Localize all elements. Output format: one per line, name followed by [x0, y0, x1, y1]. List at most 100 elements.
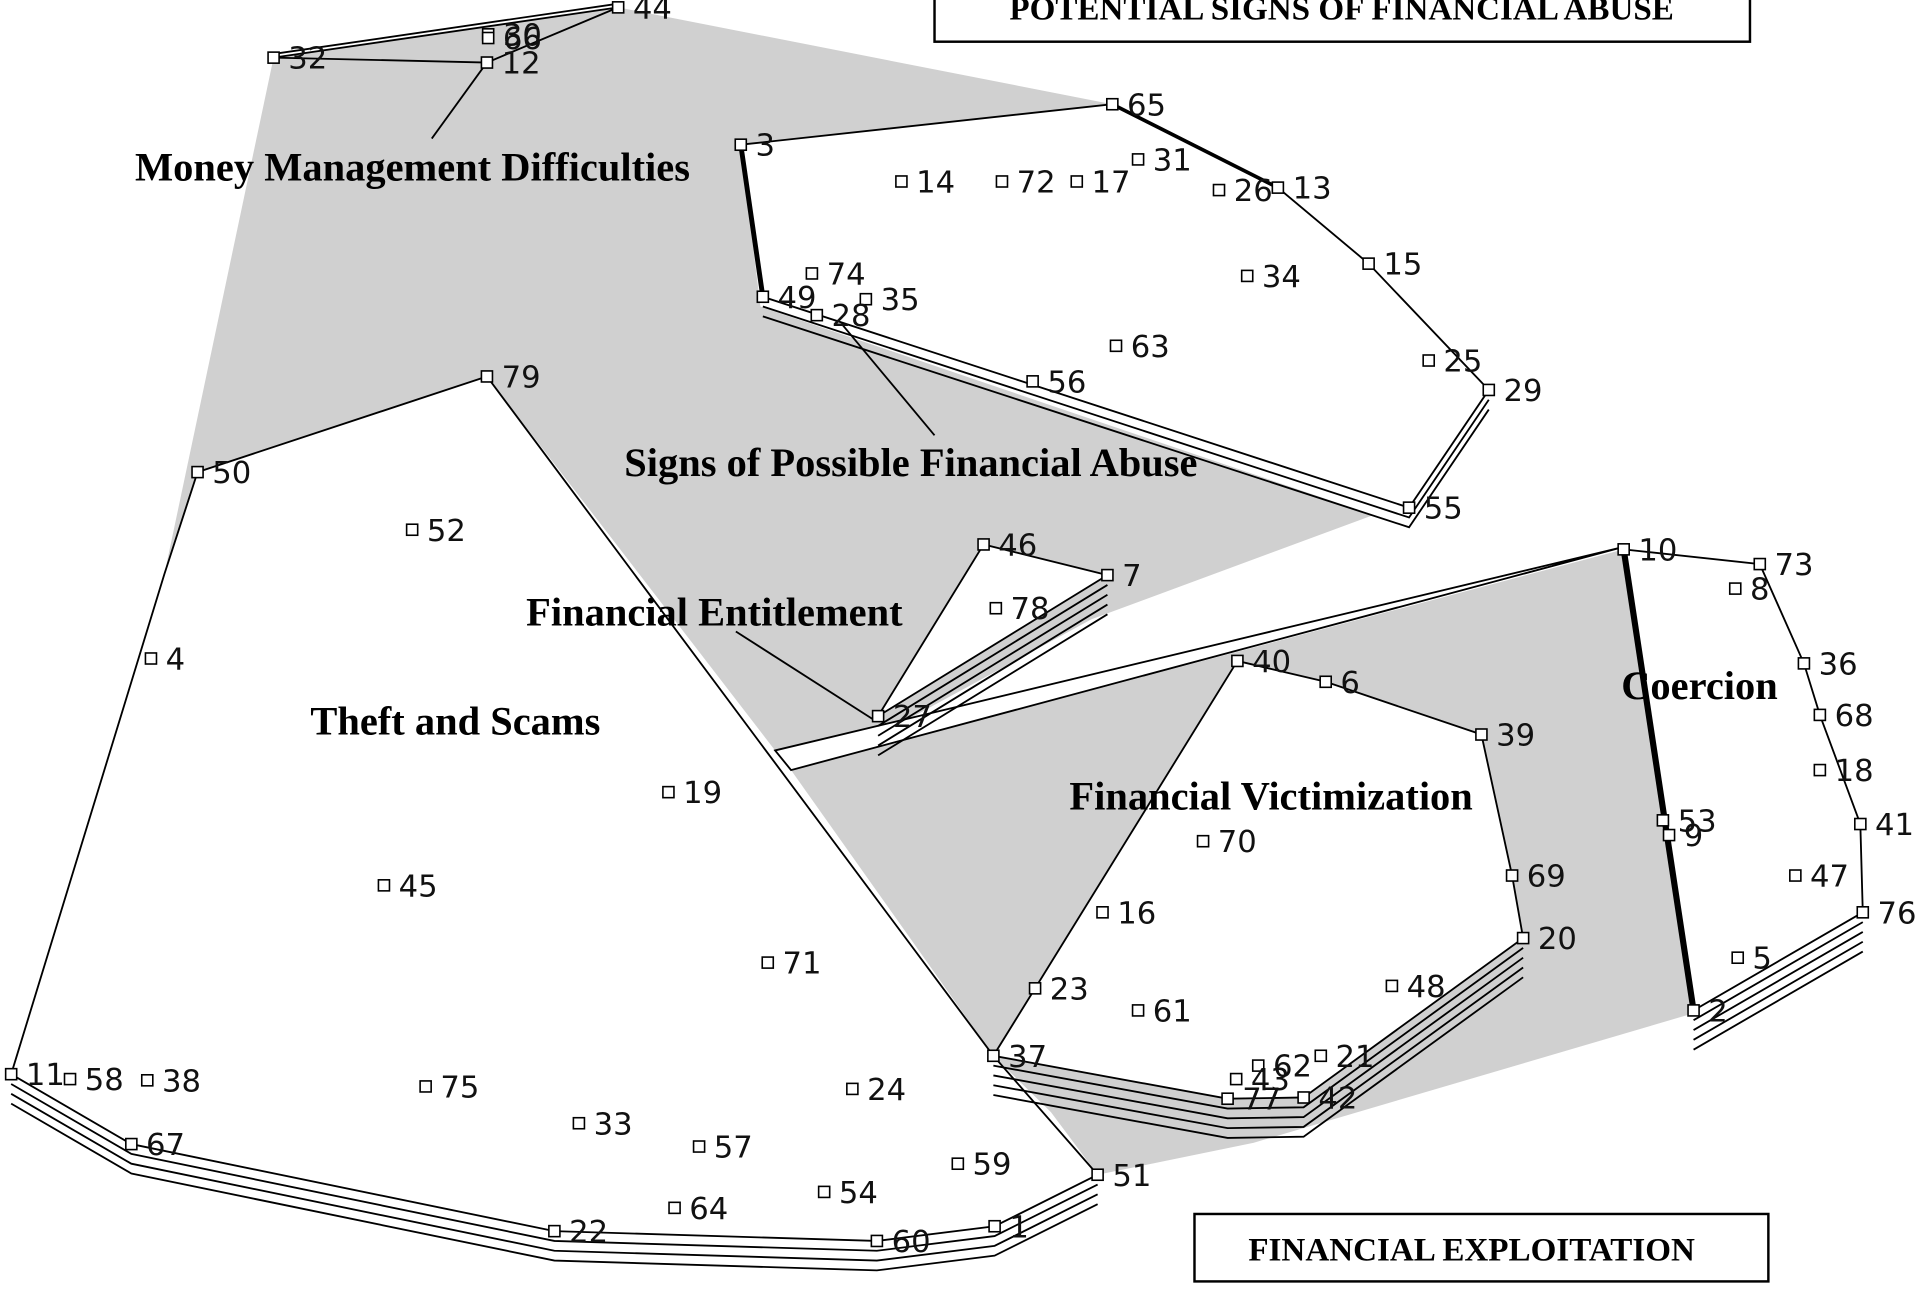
box-title: FINANCIAL EXPLOITATION [1248, 1233, 1695, 1269]
point-marker [377, 879, 391, 892]
point-label: 63 [1131, 330, 1170, 365]
point-label: 49 [778, 281, 817, 316]
point-label: 76 [1877, 896, 1916, 931]
point-marker [144, 652, 158, 665]
point-marker [480, 370, 494, 383]
signs-edge [738, 144, 766, 298]
point-label: 44 [633, 0, 672, 26]
point-label: 65 [1127, 88, 1166, 123]
point-label: 73 [1774, 548, 1813, 583]
point-label: 56 [1047, 365, 1086, 400]
point-marker [1516, 931, 1530, 945]
point-marker [989, 601, 1003, 615]
point-marker [817, 1185, 831, 1199]
point-label: 47 [1810, 860, 1849, 895]
point-marker [125, 1137, 138, 1151]
stack [1693, 950, 1864, 1051]
stack [10, 1083, 1099, 1252]
point-marker [1091, 1168, 1104, 1182]
point-label: 66 [503, 22, 542, 57]
point-marker [1297, 1091, 1310, 1104]
point-label: 59 [973, 1148, 1012, 1183]
point-marker [1131, 1004, 1145, 1017]
point-label: 8 [1750, 573, 1770, 608]
point-marker [1231, 654, 1244, 668]
point-label: 50 [212, 456, 251, 491]
point-marker [1856, 906, 1870, 919]
point-label: 39 [1496, 719, 1535, 754]
point-label: 67 [146, 1128, 185, 1163]
point-label: 36 [1819, 647, 1858, 682]
point-marker [63, 1072, 77, 1086]
stack [877, 613, 1108, 757]
point-marker [1617, 543, 1630, 556]
point-label: 11 [26, 1058, 65, 1093]
point-marker [846, 1082, 859, 1096]
stack [877, 593, 1108, 737]
point-marker [1101, 568, 1114, 582]
point-label: 51 [1112, 1159, 1151, 1194]
point-label: 20 [1538, 922, 1577, 957]
point-marker [1096, 906, 1109, 919]
point-marker [668, 1201, 681, 1215]
point-label: 10 [1638, 533, 1677, 568]
stack [993, 976, 1524, 1139]
point-label: 29 [1503, 374, 1542, 409]
point-label: 60 [892, 1225, 931, 1260]
leader-line [431, 66, 485, 140]
point-label: 14 [916, 166, 955, 201]
point-marker [1505, 869, 1519, 882]
point-label: 17 [1091, 166, 1130, 201]
point-label: 41 [1875, 808, 1914, 843]
stack [1693, 940, 1864, 1041]
point-marker [1229, 1072, 1243, 1086]
point-marker [977, 538, 990, 551]
point-label: 18 [1835, 754, 1874, 789]
box-frame [933, 0, 1752, 43]
point-label: 28 [832, 299, 871, 334]
point-marker [1271, 181, 1285, 194]
box-frame [1193, 1212, 1770, 1283]
point-marker [1070, 175, 1084, 188]
point-label: 38 [162, 1064, 201, 1099]
point-label: 34 [1262, 260, 1301, 295]
point-marker [1728, 582, 1742, 595]
point-label: 21 [1336, 1040, 1375, 1075]
cluster-label: Financial Victimization [1069, 773, 1472, 818]
point-label: 68 [1835, 699, 1874, 734]
point-label: 2 [1708, 994, 1728, 1029]
stack [993, 947, 1524, 1110]
point-marker [805, 267, 819, 280]
box-title: POTENTIAL SIGNS OF FINANCIAL ABUSE [1009, 0, 1673, 28]
point-label: 35 [881, 283, 920, 318]
point-label: 62 [1273, 1050, 1312, 1085]
point-marker [1797, 657, 1811, 670]
point-marker [548, 1224, 561, 1238]
point-label: 58 [85, 1063, 124, 1098]
point-marker [405, 523, 419, 537]
point-marker [1026, 375, 1039, 388]
point-marker [481, 31, 495, 45]
point-label: 6 [1340, 666, 1360, 701]
point-label: 1 [1009, 1210, 1029, 1245]
point-label: 9 [1684, 819, 1704, 854]
point-marker [951, 1157, 965, 1171]
point-marker [1314, 1049, 1328, 1063]
point-marker [1028, 982, 1042, 995]
point-label: 16 [1117, 896, 1156, 931]
stack [762, 315, 1490, 529]
point-marker [1854, 817, 1867, 831]
point-label: 3 [755, 129, 775, 164]
point-marker [995, 175, 1009, 188]
cluster-label: Coercion [1621, 663, 1778, 708]
stack [877, 603, 1108, 747]
point-label: 37 [1008, 1040, 1047, 1075]
stack [993, 956, 1524, 1120]
point-marker [191, 465, 204, 479]
point-marker [1221, 1092, 1234, 1106]
point-label: 13 [1293, 172, 1332, 207]
point-label: 75 [440, 1070, 479, 1105]
point-marker [692, 1140, 706, 1153]
